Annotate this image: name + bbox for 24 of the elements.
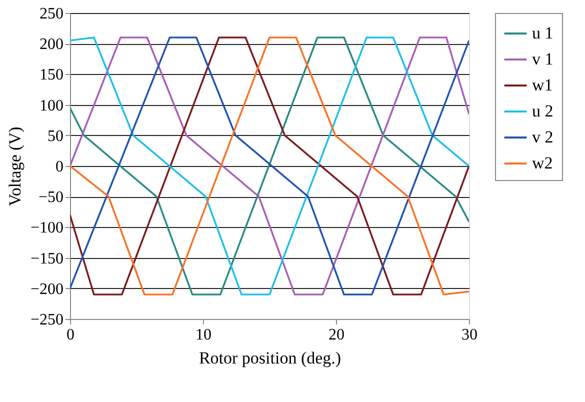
x-tick-label: 0 <box>66 326 74 344</box>
y-tick-label: 0 <box>56 158 64 176</box>
y-tick-label: 50 <box>48 128 64 145</box>
y-tick-label: 250 <box>40 6 64 22</box>
legend-label: u 2 <box>532 102 554 120</box>
y-tick-label: 150 <box>40 66 64 84</box>
legend-label: v 2 <box>532 128 554 146</box>
y-tick-label: −150 <box>30 250 64 268</box>
legend-label: w2 <box>532 154 553 172</box>
legend-label: v 1 <box>532 50 554 68</box>
y-tick-label: −50 <box>38 189 64 206</box>
legend-label: u 1 <box>532 24 554 42</box>
y-tick-label: 100 <box>40 97 64 114</box>
y-tick-label: −100 <box>30 220 64 237</box>
y-tick-label: −250 <box>30 312 64 328</box>
x-tick-label: 30 <box>462 326 478 344</box>
y-axis-title: Voltage (V) <box>5 126 24 206</box>
x-tick-label: 20 <box>328 326 344 344</box>
y-tick-label: 200 <box>40 36 64 54</box>
legend-label: w1 <box>532 76 553 94</box>
line-series <box>70 36 469 296</box>
y-tick-label: −200 <box>30 280 64 298</box>
x-tick-label: 10 <box>196 326 212 344</box>
x-axis-title: Rotor position (deg.) <box>198 348 342 368</box>
